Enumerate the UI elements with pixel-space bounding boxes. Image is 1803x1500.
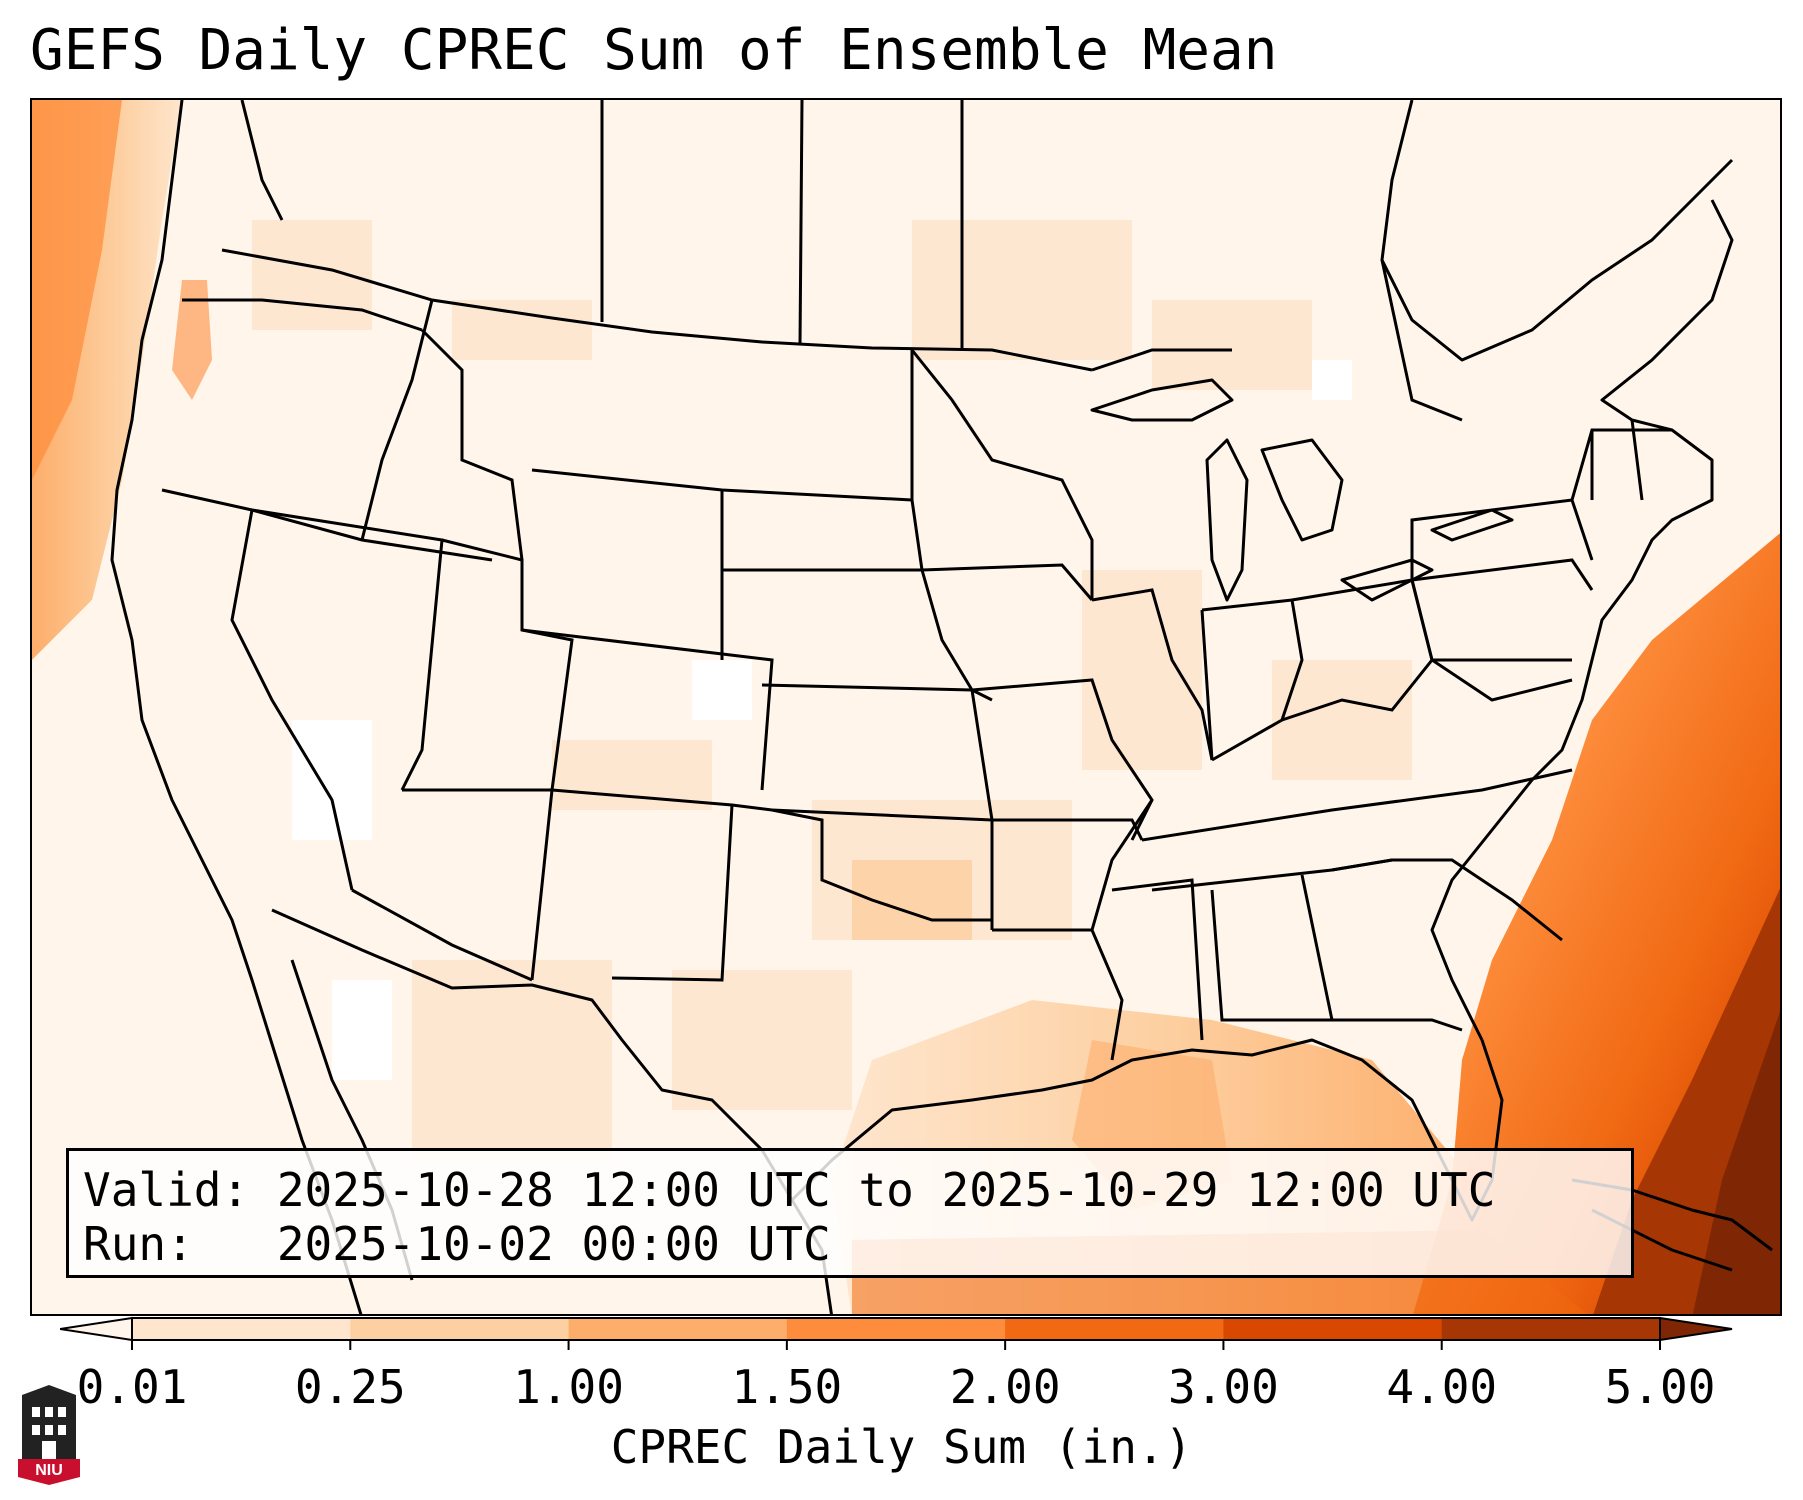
map-panel [30,98,1782,1316]
run-time-text: Run: 2025-10-02 00:00 UTC [83,1217,831,1271]
interior-shading [252,220,1412,1160]
precip-map [32,100,1780,1314]
colorbar-tick-label: 5.00 [1604,1360,1716,1414]
pacific-sw [32,600,361,1314]
colorbar-extend-max [1659,1316,1733,1342]
valid-time-text: Valid: 2025-10-28 12:00 UTC to 2025-10-2… [83,1163,1496,1217]
info-box: Valid: 2025-10-28 12:00 UTC to 2025-10-2… [66,1148,1634,1278]
colorbar-segment [568,1318,788,1340]
white-patches [292,360,1352,1080]
colorbar-tick-label: 3.00 [1168,1360,1279,1414]
colorbar [60,1316,1733,1350]
colorbar-tick-label: 0.01 [76,1360,188,1414]
niu-building-icon: NIU [18,1385,80,1485]
pacific-inland [172,280,212,400]
colorbar-label: CPREC Daily Sum (in.) [610,1420,1193,1474]
colorbar-segment [1223,1318,1443,1340]
colorbar-segment [350,1318,570,1340]
colorbar-segment [1005,1318,1224,1340]
colorbar-tick-label: 2.00 [949,1360,1061,1414]
state-borders [161,100,1672,1061]
colorbar-tick-label: 0.25 [294,1360,406,1414]
chart-title: GEFS Daily CPREC Sum of Ensemble Mean [30,18,1278,83]
colorbar-segment [1441,1318,1661,1340]
colorbar-tick-label: 4.00 [1386,1360,1498,1414]
colorbar-tick-label: 1.50 [731,1360,843,1414]
colorbar-extend-min [60,1316,133,1342]
colorbar-segment [786,1318,1006,1340]
colorbar-tick-label: 1.00 [513,1360,624,1414]
pacific-core [32,100,122,480]
colorbar-outline [131,1317,1661,1341]
colorbar-segment [132,1318,351,1340]
niu-logo-text: NIU [35,1462,63,1479]
